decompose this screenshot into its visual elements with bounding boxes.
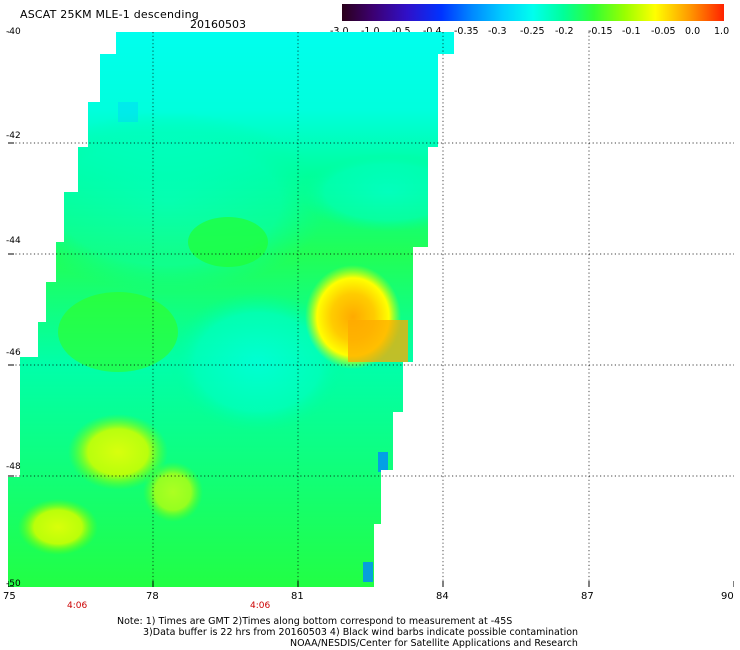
lat-label: -42 [6,131,21,141]
lat-label: -46 [6,348,21,358]
colorbar-label: -0.3 [488,26,507,37]
lat-label: -44 [6,236,21,246]
note-line-1: Note: 1) Times are GMT 2)Times along bot… [117,616,513,627]
chart-date: 20160503 [190,18,246,31]
lat-label: -50 [6,579,21,589]
lon-label: 81 [291,591,304,602]
lat-label: -48 [6,462,21,472]
colorbar-label: -0.5 [392,26,411,37]
lon-label: 87 [581,591,594,602]
time-label: 4:06 [67,601,88,611]
colorbar-label: -0.05 [651,26,676,37]
chart-title: ASCAT 25KM MLE-1 descending [20,8,199,21]
colorbar-label: -0.4 [423,26,442,37]
colorbar-labels: -3.0 -1.0 -0.5 -0.4 -0.35 -0.3 -0.25 -0.… [330,26,734,38]
colorbar-label: -1.0 [361,26,380,37]
map-plot [8,32,734,587]
lon-label: 90 [721,591,734,602]
colorbar-label: -3.0 [330,26,349,37]
grid-lines [8,32,734,587]
swath-data [8,32,454,587]
colorbar-label: 1.0 [714,26,730,37]
colorbar-label: -0.35 [454,26,479,37]
lon-label: 75 [3,591,16,602]
time-label: 4:06 [250,601,271,611]
colorbar-label: 0.0 [685,26,701,37]
axis-ticks [8,32,734,587]
colorbar-label: -0.15 [588,26,613,37]
lon-label: 78 [146,591,159,602]
colorbar-label: -0.2 [555,26,574,37]
note-line-3: NOAA/NESDIS/Center for Satellite Applica… [290,638,578,649]
colorbar-label: -0.25 [520,26,545,37]
colorbar-label: -0.1 [622,26,641,37]
lon-label: 84 [436,591,449,602]
note-line-2: 3)Data buffer is 22 hrs from 20160503 4)… [143,627,579,638]
colorbar [342,4,724,21]
lat-label: -40 [6,27,21,37]
